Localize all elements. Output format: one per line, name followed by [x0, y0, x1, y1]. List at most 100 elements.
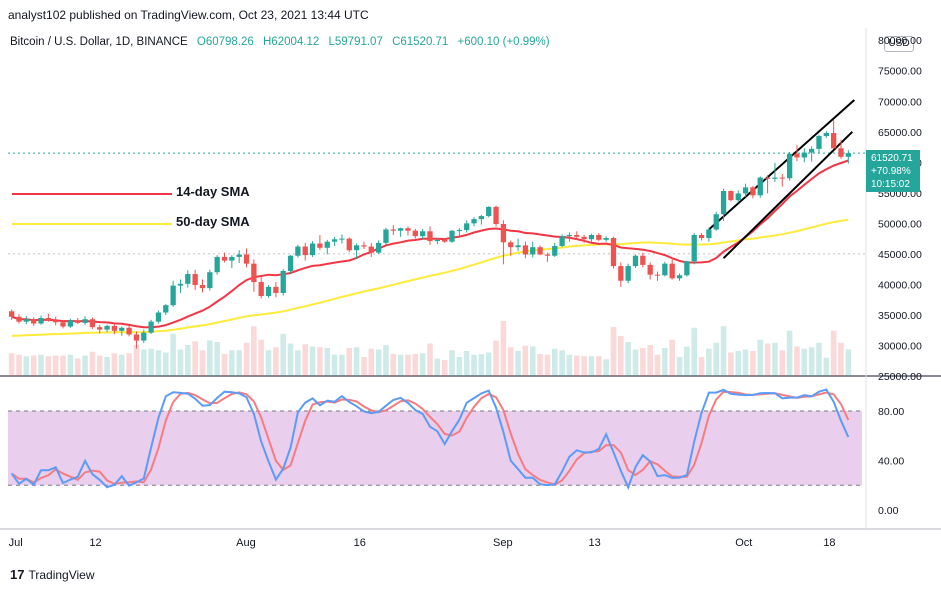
- volume-bar: [89, 351, 96, 376]
- candle-body: [185, 274, 191, 284]
- candle-body: [295, 246, 301, 256]
- candle-body: [412, 230, 418, 237]
- price-tick-label: 65000.00: [878, 127, 922, 139]
- volume-bar: [654, 354, 661, 376]
- candle-body: [405, 228, 411, 231]
- candle-body: [229, 256, 235, 261]
- candle-body: [816, 136, 822, 149]
- candle-body: [368, 246, 374, 253]
- volume-bar: [507, 347, 514, 376]
- footer-brand[interactable]: 17 TradingView: [10, 567, 95, 582]
- symbol-name[interactable]: Bitcoin / U.S. Dollar, 1D, BINANCE: [10, 36, 188, 48]
- volume-bar: [383, 345, 389, 376]
- volume-bar: [449, 350, 455, 376]
- volume-bar: [317, 347, 323, 376]
- volume-bar: [772, 342, 778, 376]
- candle-body: [302, 246, 308, 256]
- volume-bar: [588, 356, 595, 376]
- volume-bar: [522, 345, 529, 376]
- candle-body: [522, 245, 529, 255]
- candle-body: [544, 254, 551, 256]
- candle-body: [801, 152, 807, 158]
- volume-bar: [287, 343, 294, 376]
- currency-badge[interactable]: USD: [884, 36, 914, 52]
- volume-bar: [302, 344, 309, 376]
- volume-bar: [104, 357, 110, 376]
- volume-bar: [537, 354, 543, 376]
- candle-body: [654, 274, 661, 276]
- volume-bar: [529, 346, 536, 376]
- volume-bar: [309, 346, 316, 376]
- candle-body: [141, 332, 147, 341]
- volume-bar: [126, 353, 132, 376]
- candle-body: [258, 281, 264, 297]
- time-tick-label: Aug: [236, 537, 256, 549]
- volume-bar: [192, 341, 198, 376]
- volume-bar: [214, 342, 220, 376]
- candle-body: [464, 223, 470, 231]
- volume-bar: [368, 348, 375, 376]
- candle-body: [618, 266, 624, 281]
- candle-body: [97, 327, 103, 330]
- candle-body: [420, 231, 426, 237]
- volume-bar: [706, 348, 712, 376]
- volume-bar: [236, 350, 242, 376]
- time-tick-label: Jul: [9, 537, 23, 549]
- candle-body: [500, 223, 507, 243]
- candle-body: [214, 256, 220, 273]
- volume-bar: [185, 345, 191, 376]
- volume-bar: [603, 359, 609, 376]
- candle-body: [588, 234, 595, 240]
- candle-body: [324, 241, 330, 248]
- candle-body: [794, 153, 800, 158]
- candle-body: [508, 242, 514, 248]
- volume-bar: [427, 343, 433, 376]
- candle-body: [808, 148, 815, 153]
- tradingview-logo-icon: 17: [10, 567, 25, 582]
- candle-body: [456, 230, 462, 232]
- volume-bar: [111, 353, 118, 376]
- volume-bar: [229, 350, 235, 376]
- candle-body: [148, 321, 154, 333]
- volume-bar: [456, 357, 463, 376]
- bar-countdown: 10:15:02: [871, 179, 910, 190]
- price-tick-label: 30000.00: [878, 340, 922, 352]
- candle-body: [251, 263, 257, 282]
- volume-bar: [845, 349, 852, 376]
- volume-bar: [515, 351, 521, 376]
- time-tick-label: 12: [89, 537, 101, 549]
- last-price-tag: 61520.71 +70.98% 10:15:02: [866, 150, 920, 192]
- candle-body: [199, 285, 206, 289]
- volume-bar: [551, 348, 558, 376]
- volume-bar: [559, 350, 565, 376]
- candle-body: [757, 177, 763, 196]
- candle-body: [390, 229, 396, 231]
- candle-body: [170, 285, 176, 306]
- time-tick-label: 16: [354, 537, 366, 549]
- volume-bar: [618, 336, 624, 376]
- volume-bar: [596, 356, 602, 376]
- price-tick-label: 80000.00: [878, 35, 922, 47]
- volume-bar: [140, 349, 147, 376]
- volume-bar: [676, 357, 683, 376]
- candle-body: [192, 274, 198, 286]
- candle-body: [104, 325, 110, 330]
- candle-body: [339, 238, 345, 240]
- candle-body: [478, 216, 485, 220]
- candle-body: [38, 318, 44, 324]
- candle-body: [603, 238, 609, 240]
- candle-body: [221, 256, 228, 261]
- candle-body: [16, 316, 22, 322]
- candle-body: [265, 286, 272, 297]
- volume-bar: [640, 348, 646, 376]
- volume-bar: [339, 354, 345, 376]
- candle-body: [493, 206, 499, 224]
- volume-bar: [838, 342, 844, 376]
- candle-body: [831, 133, 837, 149]
- stoch-tick-label: 80.00: [878, 406, 904, 418]
- volume-bar: [177, 349, 184, 376]
- volume-bar: [30, 355, 37, 376]
- candle-body: [273, 286, 279, 293]
- candle-body: [177, 283, 184, 286]
